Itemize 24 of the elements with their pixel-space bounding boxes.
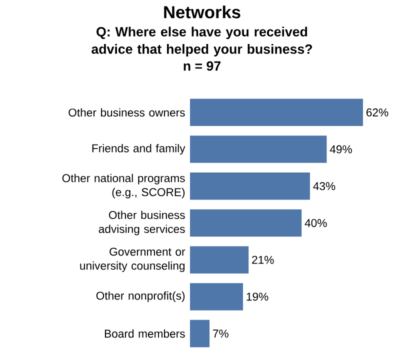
- y-tick-label: Other nonprofit(s): [96, 291, 185, 302]
- bar: [190, 136, 327, 163]
- y-tick-label: Other business advising services: [98, 210, 185, 236]
- data-label: 40%: [304, 218, 327, 227]
- data-label: 7%: [213, 330, 228, 338]
- data-label: 43%: [313, 182, 336, 190]
- y-tick-label: Friends and family: [92, 144, 186, 155]
- data-label: 62%: [366, 108, 388, 116]
- data-label: 21%: [252, 256, 274, 264]
- bar: [190, 283, 244, 310]
- y-tick-label: Other business owners: [68, 108, 185, 117]
- bar: [190, 172, 310, 200]
- bar: [190, 98, 363, 126]
- chart-title: Networks: [164, 6, 240, 18]
- bar: [190, 209, 302, 237]
- data-label: 19%: [246, 292, 268, 301]
- text: n = 97: [184, 61, 220, 71]
- y-tick-label: Board members: [104, 329, 185, 338]
- bar: [190, 320, 210, 348]
- y-tick-label: Other national programs (e.g., SCORE): [62, 174, 185, 198]
- y-tick-label: Government or university counseling: [80, 248, 186, 272]
- data-label: 49%: [330, 145, 352, 154]
- chart-subtitle: Q: Where else have you received advice that helped your business?: [92, 26, 312, 56]
- bar: [190, 246, 249, 274]
